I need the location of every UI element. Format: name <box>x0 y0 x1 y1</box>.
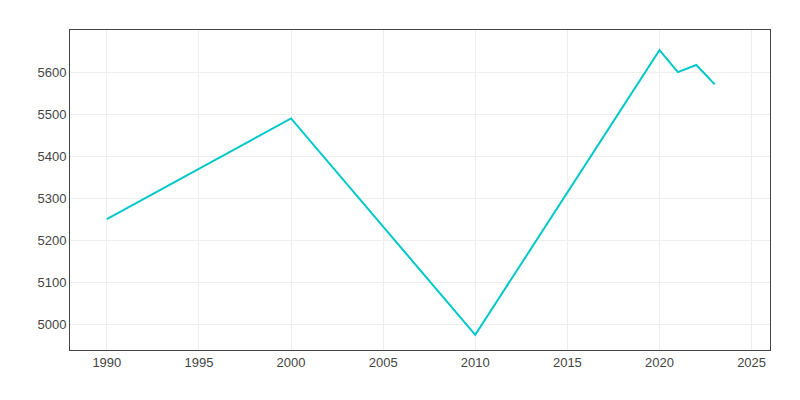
svg-text:1995: 1995 <box>184 355 213 370</box>
svg-text:2025: 2025 <box>737 355 766 370</box>
svg-text:2015: 2015 <box>553 355 582 370</box>
svg-text:2000: 2000 <box>277 355 306 370</box>
svg-text:5400: 5400 <box>37 149 66 164</box>
svg-text:2020: 2020 <box>645 355 674 370</box>
svg-text:5100: 5100 <box>37 275 66 290</box>
svg-text:1990: 1990 <box>92 355 121 370</box>
svg-text:5200: 5200 <box>37 233 66 248</box>
svg-text:5000: 5000 <box>37 317 66 332</box>
svg-text:5600: 5600 <box>37 65 66 80</box>
svg-text:5500: 5500 <box>37 107 66 122</box>
svg-text:5300: 5300 <box>37 191 66 206</box>
svg-text:2010: 2010 <box>461 355 490 370</box>
svg-text:2005: 2005 <box>369 355 398 370</box>
